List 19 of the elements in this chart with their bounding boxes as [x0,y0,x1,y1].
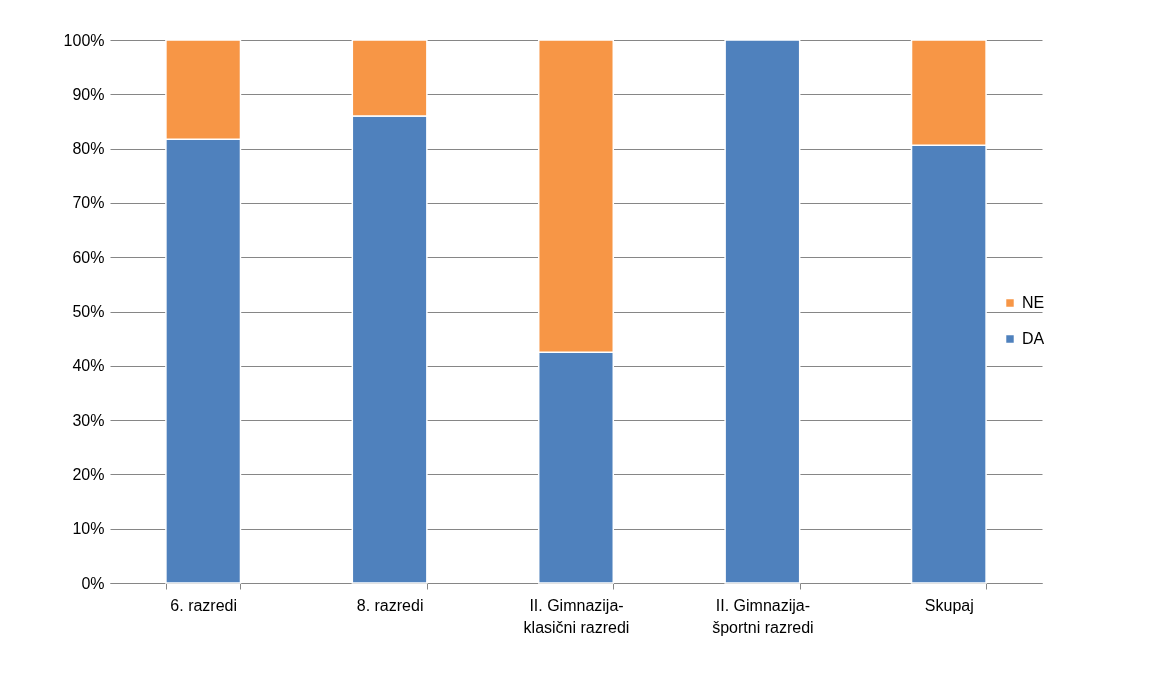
y-tick-label: 10% [72,520,105,538]
x-tick-label: II. Gimnazija- športni razredi [712,596,814,636]
x-tick-label: II. Gimnazija- klasični razredi [523,596,630,636]
y-tick-label: 50% [72,303,105,320]
y-tick-label: 60% [72,248,105,266]
y-tick-label: 20% [72,465,105,483]
bar [724,39,801,584]
x-tick-label: Skupaj [924,596,974,614]
legend-label: NE [1022,294,1045,311]
y-tick-label: 40% [72,357,105,375]
y-tick-label: 30% [72,411,105,429]
x-tick-label: 8. razredi [356,596,424,614]
y-tick-label: 70% [72,194,105,212]
legend-label: DA [1022,330,1045,347]
x-tick-label: 6. razredi [170,596,238,614]
y-tick-label: 80% [72,140,105,158]
y-tick-label: 0% [81,574,105,592]
y-tick-label: 90% [72,85,105,103]
y-tick-label: 100% [63,31,105,49]
